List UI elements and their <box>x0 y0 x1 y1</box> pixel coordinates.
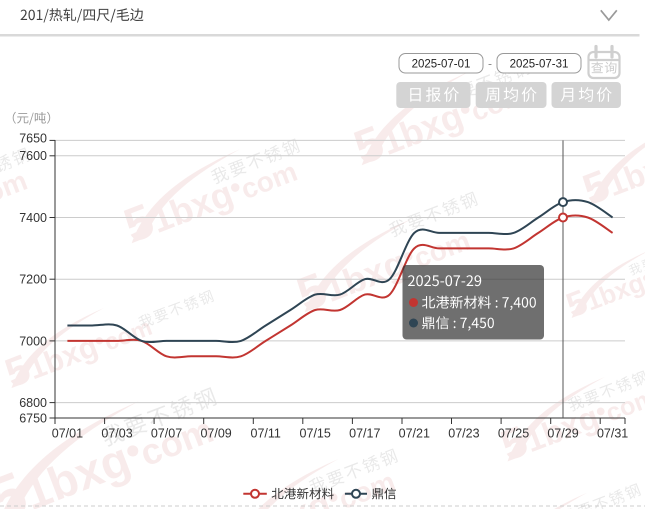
svg-text:07/23: 07/23 <box>448 426 479 440</box>
svg-text:7200: 7200 <box>19 273 47 287</box>
svg-text:7000: 7000 <box>19 334 47 348</box>
svg-text:07/01: 07/01 <box>52 426 83 440</box>
svg-text:6800: 6800 <box>19 396 47 410</box>
svg-text:07/09: 07/09 <box>200 426 231 440</box>
svg-text:2025-07-31: 2025-07-31 <box>510 59 569 71</box>
svg-text:7400: 7400 <box>19 211 47 225</box>
svg-text:07/21: 07/21 <box>399 426 430 440</box>
svg-text:07/25: 07/25 <box>498 426 529 440</box>
svg-text:6750: 6750 <box>19 411 47 425</box>
svg-text:07/07: 07/07 <box>151 426 182 440</box>
svg-text:7650: 7650 <box>19 132 47 146</box>
svg-text:07/29: 07/29 <box>547 426 578 440</box>
svg-text:07/15: 07/15 <box>300 426 331 440</box>
svg-text:7600: 7600 <box>19 149 47 163</box>
svg-text:-: - <box>488 57 492 71</box>
svg-text:07/11: 07/11 <box>251 426 281 440</box>
svg-text:07/31: 07/31 <box>597 426 628 440</box>
svg-text:07/03: 07/03 <box>101 426 132 440</box>
svg-text:2025-07-01: 2025-07-01 <box>412 59 471 71</box>
svg-text:07/17: 07/17 <box>349 426 380 440</box>
